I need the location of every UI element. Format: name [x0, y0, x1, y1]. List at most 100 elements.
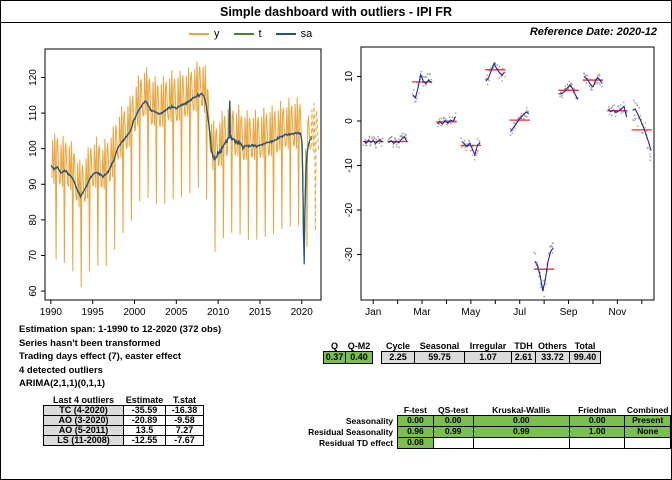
table-cell [432, 437, 474, 449]
sa-forecast-dashed-line [309, 136, 314, 141]
si-dot [514, 127, 516, 129]
si-dot [538, 275, 540, 278]
si-dot [395, 143, 398, 146]
si-dot [613, 104, 615, 106]
si-dot [426, 76, 428, 78]
table-cell: 2.61 [511, 351, 536, 364]
column-header: TDH [514, 340, 533, 351]
si-dot [428, 73, 430, 76]
table-cell [568, 437, 626, 449]
si-dot [396, 145, 398, 148]
chart-legend: y t sa [189, 28, 312, 40]
si-dot [642, 132, 644, 134]
table-cell [372, 351, 382, 364]
table-cell: 0.00 [472, 415, 571, 427]
si-dot [371, 136, 373, 138]
si-dot [639, 115, 642, 117]
x-axis-tick-label: May [461, 307, 480, 318]
si-dot [478, 139, 481, 142]
si-dot [501, 80, 503, 82]
si-dot [619, 107, 621, 109]
si-dot [564, 87, 567, 90]
si-dot [648, 153, 651, 156]
si-dot [401, 134, 403, 137]
si-dot [394, 138, 397, 140]
si-dot [561, 96, 564, 99]
si-dot [403, 133, 405, 135]
table-row: AO (5-2011) 13.5 7.27 [43, 425, 204, 436]
si-dot [368, 135, 370, 138]
y-axis-tick-label: 110 [28, 105, 39, 121]
si-dot [399, 135, 402, 137]
si-dot [378, 137, 380, 140]
table-row: TC (4-2020) -35.59 -16.38 [43, 405, 204, 416]
x-axis-tick-label: 2020 [291, 307, 314, 318]
model-summary-line: Series hasn't been transformed [19, 337, 161, 349]
row-label: Residual Seasonality [308, 427, 394, 437]
x-axis-tick-label: Sep [560, 307, 578, 318]
column-header: Estimate [123, 394, 166, 406]
si-dot [476, 137, 479, 140]
table-cell: 0.37 [323, 351, 346, 364]
table-cell: 0.99 [472, 426, 571, 438]
model-summary-line: Estimation span: 1-1990 to 12-2020 (372 … [19, 324, 222, 335]
table-cell: -12.55 [123, 435, 166, 446]
si-dot [388, 137, 391, 139]
model-summary-line: 4 detected outliers [19, 364, 103, 376]
corner-cell [298, 404, 398, 416]
si-dot [520, 112, 523, 115]
trend-forecast-dashed-line [309, 134, 314, 139]
si-dot [625, 111, 628, 113]
column-header: Q-M2 [347, 340, 371, 351]
si-dot [644, 127, 646, 129]
si-dot [598, 82, 600, 84]
table-cell: 59.75 [414, 351, 465, 364]
table-header-row: Last 4 outliers Estimate T.stat [43, 394, 204, 406]
table-cell: 0.00 [568, 415, 626, 427]
si-dot [608, 106, 610, 108]
si-dot [512, 122, 515, 124]
si-dot [611, 105, 614, 107]
si-dot [440, 117, 443, 120]
si-dot [444, 117, 446, 120]
si-dot [404, 135, 407, 137]
legend-label: t [258, 28, 262, 40]
si-dot [536, 261, 538, 264]
x-axis-tick-label: Nov [608, 307, 626, 318]
subseries-line [632, 108, 652, 151]
si-dot [389, 136, 392, 139]
si-dot [375, 138, 377, 141]
subseries-line [436, 116, 457, 125]
si-dot [378, 142, 381, 145]
si-dot [601, 85, 603, 88]
si-dot [638, 107, 641, 109]
table-cell: 99.40 [569, 351, 601, 364]
table-cell: -9.58 [165, 415, 204, 426]
si-dot [557, 92, 560, 95]
si-dot [422, 75, 425, 78]
x-axis-tick-label: 1990 [40, 307, 63, 318]
si-dot [429, 72, 431, 75]
si-dot [464, 146, 467, 148]
si-dot [401, 132, 403, 135]
si-dot [511, 132, 513, 134]
si-dot [632, 119, 634, 121]
si-dot [365, 144, 368, 147]
seasonality-tests-table: F-test QS-test Kruskal-Wallis Friedman Combi… [298, 404, 671, 449]
table-header-row: Q Q-M2 Cycle Seasonal Irregular TDH Others Tota… [324, 340, 601, 352]
si-dot [611, 106, 613, 109]
column-header: Q [330, 340, 338, 351]
si-dot [488, 80, 490, 82]
plot-frame [44, 48, 322, 301]
table-cell: 13.5 [123, 425, 166, 436]
legend-line-y [189, 33, 209, 35]
si-dot [526, 116, 528, 118]
si-dot [617, 105, 619, 108]
column-header: Combined [626, 404, 669, 415]
si-dot [647, 147, 649, 149]
table-row: Residual TD effect 0.08 [298, 437, 671, 449]
table-cell: TC (4-2020) [43, 405, 124, 416]
si-dot [415, 97, 418, 100]
si-dot [545, 283, 547, 286]
main-timeseries-chart: 1990 1995 2000 2005 2010 2015 2020 60 70 80 90 100 1… [28, 48, 322, 318]
